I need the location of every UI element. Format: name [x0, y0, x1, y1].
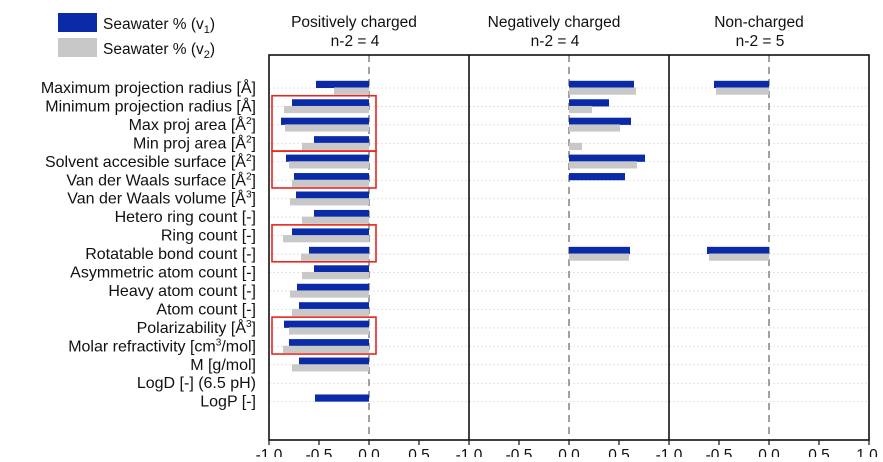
bar	[292, 179, 369, 187]
bar	[284, 320, 369, 328]
bar	[714, 80, 769, 88]
bar	[569, 117, 631, 125]
bar	[283, 235, 369, 243]
bar	[290, 198, 369, 206]
category-label: Max proj area [Å2]	[129, 115, 256, 134]
category-label: Van der Waals surface [Å2]	[66, 170, 256, 189]
bar	[299, 357, 369, 365]
x-tick-label: -0.5	[706, 447, 733, 457]
bar	[292, 228, 369, 236]
bar	[315, 394, 369, 402]
x-tick-label: 0.5	[808, 447, 830, 457]
bar	[297, 283, 369, 291]
x-tick-label: -0.5	[506, 447, 533, 457]
x-tick-label: 0.0	[758, 447, 780, 457]
category-label: M [g/mol]	[190, 357, 256, 374]
bar	[569, 80, 634, 88]
x-tick-label: -1.0	[456, 447, 483, 457]
legend-swatch	[58, 38, 97, 57]
bar	[302, 272, 369, 280]
bar	[709, 253, 769, 261]
bar	[316, 80, 369, 88]
category-label: LogP [-]	[200, 394, 256, 411]
x-tick-label: 0.0	[358, 447, 380, 457]
x-tick-label: -1.0	[256, 447, 283, 457]
x-tick-label: -0.5	[306, 447, 333, 457]
bar	[314, 136, 369, 144]
category-label: Atom count [-]	[156, 301, 256, 318]
bar	[292, 99, 369, 107]
bar	[314, 265, 369, 273]
panel-title: Positively charged	[291, 14, 417, 31]
bar	[283, 345, 369, 353]
legend-label: Seawater % (v1)	[103, 16, 215, 36]
bar	[296, 191, 369, 199]
bar	[286, 154, 369, 162]
x-tick-label: 0.0	[558, 447, 580, 457]
bar	[569, 99, 609, 107]
category-label: Molar refractivity [cm3/mol]	[68, 337, 256, 355]
bar	[281, 117, 369, 125]
bar	[301, 253, 369, 261]
bar	[569, 87, 636, 95]
x-tick-label: 1.0	[856, 447, 878, 457]
bar	[289, 339, 369, 347]
bar	[284, 105, 369, 114]
bar	[716, 87, 769, 95]
x-tick-label: -1.0	[656, 447, 683, 457]
legend-swatch	[58, 13, 97, 32]
category-label: Rotatable bond count [-]	[85, 246, 256, 263]
bar	[299, 302, 369, 310]
bar	[314, 209, 369, 218]
bar	[569, 161, 637, 169]
highlight-box	[271, 224, 377, 263]
bar	[569, 142, 582, 151]
bar	[292, 364, 369, 372]
category-label: Asymmetric atom count [-]	[70, 265, 256, 282]
highlight-box	[271, 316, 377, 355]
bar	[302, 142, 369, 151]
bar	[289, 327, 369, 335]
bar	[309, 246, 369, 255]
bar	[294, 173, 369, 181]
bar	[334, 87, 369, 95]
bar	[569, 124, 620, 132]
bar	[569, 173, 625, 181]
category-label: Minimum projection radius [Å]	[45, 96, 256, 115]
bar	[302, 216, 369, 224]
bar	[707, 246, 769, 255]
bar	[569, 253, 629, 261]
panel-subtitle: n-2 = 4	[331, 33, 380, 50]
bar	[569, 246, 630, 255]
category-label: LogD [-] (6.5 pH)	[137, 375, 256, 392]
panel-title: Negatively charged	[488, 14, 621, 31]
panel-title: Non-charged	[714, 14, 804, 31]
category-label: Heavy atom count [-]	[108, 283, 256, 300]
x-tick-label: 0.5	[408, 447, 430, 457]
category-label: Van der Waals volume [Å3]	[67, 189, 256, 208]
bar	[285, 124, 369, 132]
highlight-box	[271, 150, 377, 189]
category-label: Polarizability [Å3]	[137, 318, 256, 337]
category-label: Ring count [-]	[161, 228, 256, 245]
category-label: Min proj area [Å2]	[133, 133, 256, 152]
legend-label: Seawater % (v2)	[103, 41, 215, 61]
category-label: Hetero ring count [-]	[115, 209, 256, 226]
panel-subtitle: n-2 = 5	[736, 33, 785, 50]
bar	[290, 290, 369, 298]
bar	[292, 308, 369, 317]
bar	[289, 161, 369, 169]
bar	[569, 154, 645, 162]
category-label: Solvent accesible surface [Å2]	[45, 152, 256, 171]
bar	[569, 105, 592, 114]
panel-subtitle: n-2 = 4	[531, 33, 580, 50]
x-tick-label: 0.5	[608, 447, 630, 457]
category-label: Maximum projection radius [Å]	[41, 78, 256, 97]
